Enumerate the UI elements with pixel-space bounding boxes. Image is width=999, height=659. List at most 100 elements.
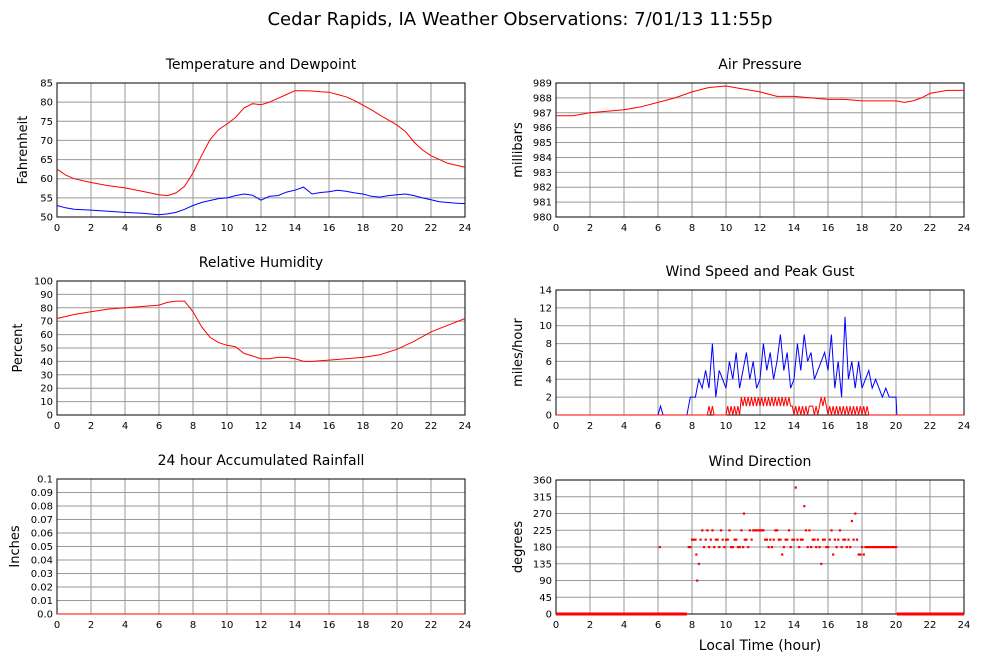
y-tick-label: 20	[40, 384, 53, 395]
x-tick-label: 4	[621, 620, 627, 631]
data-point	[794, 486, 797, 489]
y-axis-label: degrees	[511, 521, 526, 574]
y-tick-label: 14	[539, 286, 552, 297]
chart-title: 24 hour Accumulated Rainfall	[158, 453, 365, 469]
data-point	[740, 529, 743, 532]
data-point	[876, 546, 879, 549]
data-point	[883, 546, 886, 549]
data-point	[697, 562, 700, 565]
y-tick-label: 989	[533, 79, 552, 90]
data-point	[689, 546, 692, 549]
data-point	[709, 538, 712, 541]
data-point	[804, 529, 808, 532]
data-point	[864, 546, 867, 549]
x-tick-label: 24	[958, 620, 971, 631]
data-point	[742, 546, 745, 549]
data-point	[753, 529, 757, 532]
x-tick-label: 2	[587, 421, 593, 432]
data-point	[838, 529, 842, 532]
data-point	[867, 546, 870, 549]
data-point	[859, 553, 862, 556]
data-point	[820, 562, 823, 565]
data-point	[881, 546, 884, 549]
x-tick-label: 14	[788, 620, 801, 631]
x-tick-label: 0	[553, 223, 559, 234]
data-point	[721, 538, 724, 541]
x-tick-label: 2	[88, 620, 94, 631]
x-tick-label: 0	[54, 223, 60, 234]
x-tick-label: 8	[190, 223, 196, 234]
data-point	[862, 553, 865, 556]
x-tick-label: 16	[323, 421, 336, 432]
x-tick-label: 8	[689, 421, 695, 432]
chart-title: Wind Speed and Peak Gust	[666, 264, 855, 280]
y-tick-label: 180	[533, 543, 552, 554]
data-point	[895, 546, 898, 549]
y-tick-label: 0.09	[31, 488, 53, 499]
data-point	[694, 538, 697, 541]
chart-title: Relative Humidity	[199, 255, 323, 271]
x-tick-label: 24	[459, 421, 472, 432]
x-tick-label: 14	[788, 223, 801, 234]
y-tick-label: 0.08	[31, 502, 53, 513]
page-title: Cedar Rapids, IA Weather Observations: 7…	[267, 9, 772, 30]
data-point	[781, 553, 784, 556]
data-point	[755, 529, 758, 532]
series-line-0	[556, 316, 964, 416]
data-point	[718, 546, 721, 549]
x-tick-label: 18	[357, 620, 370, 631]
x-tick-label: 22	[425, 223, 438, 234]
data-point	[808, 529, 811, 532]
data-point	[770, 546, 774, 549]
y-tick-label: 0.01	[31, 596, 53, 607]
data-point	[793, 538, 796, 541]
y-tick-label: 0	[546, 411, 552, 422]
y-tick-label: 6	[546, 357, 552, 368]
data-point	[852, 538, 855, 541]
data-point	[840, 546, 843, 549]
data-point	[779, 538, 782, 541]
data-point	[884, 546, 887, 549]
x-tick-label: 10	[720, 223, 733, 234]
y-tick-label: 981	[533, 198, 552, 209]
data-point	[733, 538, 736, 541]
data-point	[825, 546, 828, 549]
data-point	[878, 546, 881, 549]
x-tick-label: 20	[890, 421, 903, 432]
x-tick-label: 4	[621, 223, 627, 234]
x-tick-label: 10	[221, 421, 234, 432]
data-point	[874, 546, 877, 549]
series-line-0	[56, 90, 466, 197]
data-point	[701, 529, 704, 532]
x-tick-label: 16	[822, 223, 835, 234]
y-tick-label: 987	[533, 108, 552, 119]
data-point	[769, 538, 772, 541]
y-tick-label: 10	[40, 397, 53, 408]
y-tick-label: 0.1	[37, 475, 53, 486]
data-point	[711, 529, 714, 532]
y-axis-label: millibars	[511, 122, 526, 178]
y-tick-label: 70	[40, 317, 53, 328]
data-point	[742, 512, 746, 515]
data-point	[692, 538, 695, 541]
x-tick-label: 22	[425, 421, 438, 432]
data-point	[767, 546, 770, 549]
data-point	[713, 546, 716, 549]
data-point	[695, 553, 698, 556]
x-tick-label: 6	[156, 223, 162, 234]
x-tick-label: 12	[255, 223, 268, 234]
x-tick-label: 0	[553, 620, 559, 631]
x-tick-label: 14	[788, 421, 801, 432]
series-line-0	[556, 85, 964, 117]
data-point	[803, 505, 806, 508]
y-tick-label: 10	[539, 321, 552, 332]
x-tick-label: 4	[122, 421, 128, 432]
y-tick-label: 0.03	[31, 569, 53, 580]
data-point	[879, 546, 882, 549]
data-point	[706, 529, 709, 532]
data-point	[832, 553, 835, 556]
x-tick-label: 18	[357, 421, 370, 432]
